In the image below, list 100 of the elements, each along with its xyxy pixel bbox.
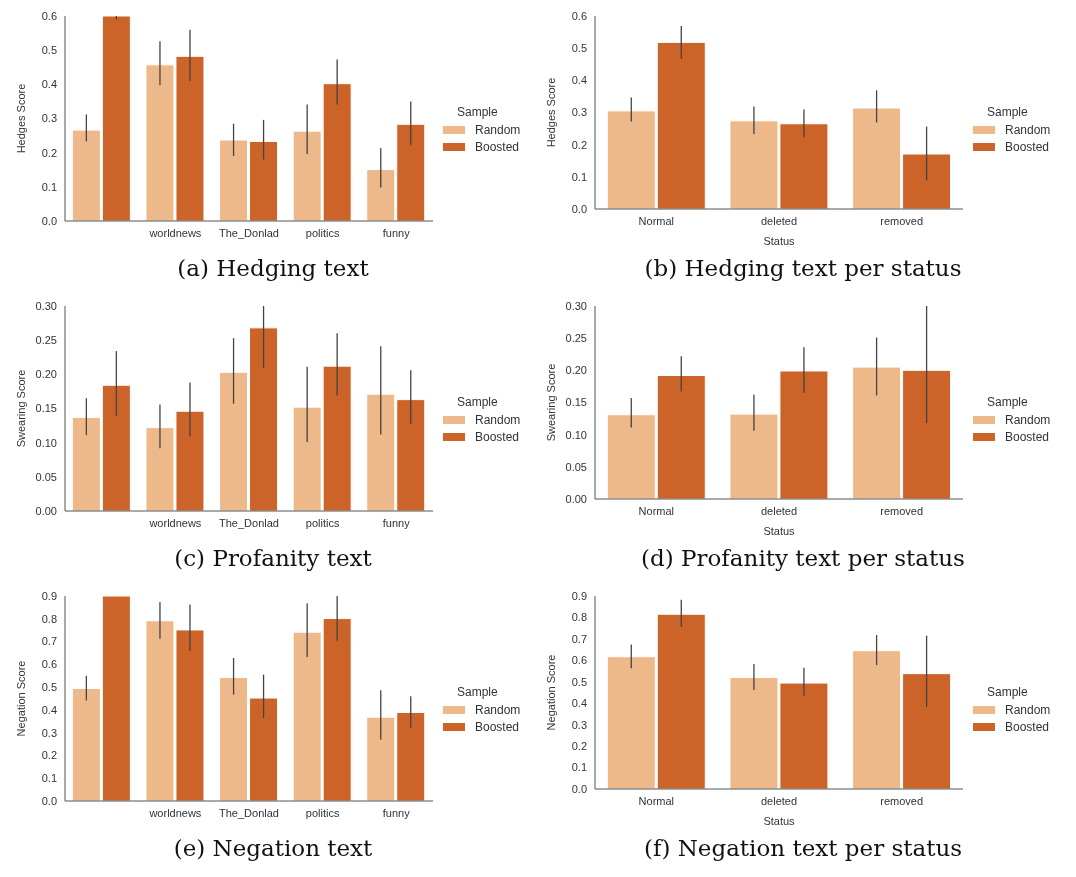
y-tick-label: 0.05 (565, 460, 587, 473)
y-tick-label: 0.25 (35, 334, 57, 347)
y-tick-label: 0.10 (565, 428, 587, 441)
legend-label: Boosted (475, 719, 520, 734)
y-tick-label: 0.5 (571, 675, 587, 688)
legend-title: Sample (456, 104, 499, 119)
text: (b) Hedging text per status (643, 255, 963, 281)
x-tick-label: politics (305, 806, 340, 819)
x-tick-label: Normal (638, 794, 675, 807)
y-tick-label: 0.30 (565, 299, 587, 312)
legend-label: Random (1005, 702, 1051, 717)
y-tick-label: 0.00 (565, 492, 587, 505)
x-tick-label: funny (382, 806, 411, 819)
y-tick-label: 0.1 (571, 761, 587, 774)
legend-label: Random (475, 412, 521, 427)
y-axis-title: Swearing Score (544, 363, 557, 442)
y-tick-label: 0.2 (41, 749, 57, 762)
y-tick-label: 0.3 (41, 726, 57, 739)
y-axis-title: Negation Score (14, 660, 27, 737)
y-axis-title: Swearing Score (14, 369, 27, 448)
y-tick-label: 0.1 (41, 772, 57, 785)
legend-label: Boosted (475, 429, 520, 444)
y-tick-label: 0.4 (571, 697, 587, 710)
y-tick-label: 0.0 (571, 202, 587, 215)
y-tick-label: 0.5 (571, 42, 587, 55)
y-tick-label: 0.10 (35, 436, 57, 449)
y-tick-label: 0.8 (571, 611, 587, 624)
y-tick-label: 0.05 (35, 470, 57, 483)
legend-label: Boosted (475, 139, 520, 154)
y-tick-label: 0.0 (41, 214, 57, 227)
y-tick-label: 0.15 (565, 396, 587, 409)
x-tick-label: The_Donlad (219, 516, 279, 529)
legend-label: Boosted (1005, 719, 1050, 734)
x-tick-label: removed (880, 214, 924, 227)
text: (e) Negation text (172, 835, 374, 861)
x-tick-label: worldnews (148, 516, 202, 529)
y-tick-label: 0.1 (41, 180, 57, 193)
y-tick-label: 0.25 (565, 332, 587, 345)
y-tick-label: 0.6 (571, 654, 587, 667)
x-tick-label: The_Donlad (219, 226, 279, 239)
y-tick-label: 0.8 (41, 612, 57, 625)
x-tick-label: Normal (638, 214, 675, 227)
legend-title: Sample (986, 104, 1029, 119)
text: (a) Hedging text (176, 255, 370, 281)
y-tick-label: 0.3 (41, 112, 57, 125)
x-tick-label: worldnews (148, 226, 202, 239)
legend-label: Random (1005, 122, 1051, 137)
legend-title: Sample (986, 394, 1029, 409)
y-tick-label: 0.2 (571, 138, 587, 151)
y-tick-label: 0.30 (35, 299, 57, 312)
x-tick-label: removed (880, 504, 924, 517)
legend-label: Boosted (1005, 429, 1050, 444)
y-tick-label: 0.0 (41, 794, 57, 807)
legend-label: Random (1005, 412, 1051, 427)
x-tick-label: deleted (760, 504, 798, 517)
x-tick-label: worldnews (148, 806, 202, 819)
y-axis-title: Negation Score (544, 654, 557, 731)
y-tick-label: 0.5 (41, 681, 57, 694)
y-tick-label: 0.6 (571, 9, 587, 22)
x-axis-title: Status (763, 235, 796, 247)
x-tick-label: politics (305, 226, 340, 239)
y-tick-label: 0.20 (565, 364, 587, 377)
y-tick-label: 0.20 (35, 368, 57, 381)
x-axis-title: Status (763, 525, 796, 537)
x-tick-label: deleted (760, 214, 798, 227)
y-tick-label: 0.4 (41, 78, 57, 91)
x-tick-label: Normal (638, 504, 675, 517)
text: (f) Negation text per status (642, 835, 964, 861)
text: (c) Profanity text (173, 545, 373, 571)
y-tick-label: 0.7 (571, 632, 587, 645)
x-tick-label: funny (382, 516, 411, 529)
y-tick-label: 0.6 (41, 9, 57, 22)
y-tick-label: 0.4 (571, 74, 587, 87)
y-axis-title: Hedges Score (14, 83, 27, 154)
legend-title: Sample (456, 394, 499, 409)
legend-title: Sample (456, 684, 499, 699)
y-tick-label: 0.6 (41, 658, 57, 671)
legend-title: Sample (986, 684, 1029, 699)
y-tick-label: 0.2 (41, 146, 57, 159)
legend-label: Boosted (1005, 139, 1050, 154)
y-tick-label: 0.9 (571, 589, 587, 602)
y-tick-label: 0.0 (571, 782, 587, 795)
x-tick-label: politics (305, 516, 340, 529)
x-tick-label: removed (880, 794, 924, 807)
y-tick-label: 0.4 (41, 703, 57, 716)
x-tick-label: funny (382, 226, 411, 239)
text: (d) Profanity text per status (640, 545, 966, 571)
y-axis-title: Hedges Score (544, 77, 557, 148)
y-tick-label: 0.9 (41, 589, 57, 602)
y-tick-label: 0.2 (571, 740, 587, 753)
y-tick-label: 0.5 (41, 44, 57, 57)
x-tick-label: The_Donlad (219, 806, 279, 819)
legend-label: Random (475, 702, 521, 717)
legend-label: Random (475, 122, 521, 137)
y-tick-label: 0.3 (571, 106, 587, 119)
y-tick-label: 0.7 (41, 635, 57, 648)
x-tick-label: deleted (760, 794, 798, 807)
y-tick-label: 0.00 (35, 504, 57, 517)
x-axis-title: Status (763, 815, 796, 827)
y-tick-label: 0.15 (35, 402, 57, 415)
